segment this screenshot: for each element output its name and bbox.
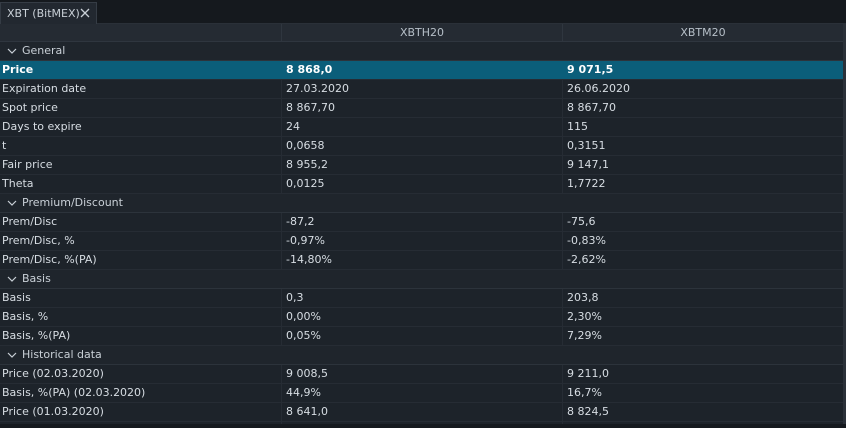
row-label: Prem/Disc, % (2, 234, 75, 247)
table-row[interactable]: Basis, %(PA) (02.03.2020) 44,9% 16,7% (0, 384, 843, 403)
value-xbth20: 44,9% (286, 386, 321, 399)
value-xbth20: 0,0125 (286, 177, 325, 190)
chevron-down-icon[interactable] (7, 350, 17, 360)
table-row[interactable]: Price (01.03.2020) 8 641,0 8 824,5 (0, 403, 843, 422)
column-divider (281, 42, 282, 424)
value-xbtm20: 1,7722 (567, 177, 606, 190)
column-header-xbth20[interactable]: XBTH20 (281, 24, 562, 42)
column-header-xbtm20[interactable]: XBTM20 (562, 24, 843, 42)
table-row[interactable]: Days to expire 24 115 (0, 118, 843, 137)
tab-xbt-bitmex[interactable]: XBT (BitMEX) (0, 2, 97, 24)
group-header[interactable]: General (0, 42, 843, 61)
table-row[interactable]: Expiration date 27.03.2020 26.06.2020 (0, 80, 843, 99)
table-row[interactable]: Price 8 868,0 9 071,5 (0, 61, 843, 80)
value-xbth20: 0,0658 (286, 139, 325, 152)
column-divider (562, 42, 563, 424)
value-xbtm20: 9 071,5 (567, 63, 614, 76)
value-xbtm20: -2,62% (567, 253, 606, 266)
value-xbth20: -87,2 (286, 215, 315, 228)
table-row[interactable]: Fair price 8 955,2 9 147,1 (0, 156, 843, 175)
table-header: XBTH20 XBTM20 (0, 24, 843, 42)
table-row[interactable]: Prem/Disc, % -0,97% -0,83% (0, 232, 843, 251)
table-row[interactable]: Basis, % 0,00% 2,30% (0, 308, 843, 327)
value-xbth20: 8 867,70 (286, 101, 335, 114)
table-row[interactable]: Basis 0,3 203,8 (0, 289, 843, 308)
row-label: Prem/Disc, %(PA) (2, 253, 97, 266)
row-label: Basis, %(PA) (2, 329, 71, 342)
value-xbth20: 24 (286, 120, 300, 133)
value-xbtm20: 203,8 (567, 291, 599, 304)
chevron-down-icon[interactable] (7, 274, 17, 284)
group-title: Premium/Discount (22, 196, 123, 209)
row-label: Basis, % (2, 310, 49, 323)
table-row[interactable]: Prem/Disc -87,2 -75,6 (0, 213, 843, 232)
row-label: Price (2, 63, 34, 76)
row-label: Expiration date (2, 82, 87, 95)
table-row[interactable]: t 0,0658 0,3151 (0, 137, 843, 156)
chevron-down-icon[interactable] (7, 46, 17, 56)
value-xbtm20: 0,3151 (567, 139, 606, 152)
table-row[interactable]: Prem/Disc, %(PA) -14,80% -2,62% (0, 251, 843, 270)
value-xbtm20: 7,29% (567, 329, 602, 342)
table-row[interactable]: Theta 0,0125 1,7722 (0, 175, 843, 194)
value-xbth20: 27.03.2020 (286, 82, 349, 95)
bottom-border (0, 424, 846, 428)
value-xbth20: 8 641,0 (286, 405, 328, 418)
close-icon[interactable] (80, 8, 90, 18)
value-xbtm20: -75,6 (567, 215, 596, 228)
row-label: Price (01.03.2020) (2, 405, 104, 418)
row-label: Prem/Disc (2, 215, 58, 228)
row-label: Basis (2, 291, 31, 304)
value-xbtm20: 8 867,70 (567, 101, 616, 114)
value-xbth20: 0,05% (286, 329, 321, 342)
group-header[interactable]: Premium/Discount (0, 194, 843, 213)
row-label: Price (02.03.2020) (2, 367, 104, 380)
chevron-down-icon[interactable] (7, 198, 17, 208)
table-row[interactable]: Spot price 8 867,70 8 867,70 (0, 99, 843, 118)
value-xbtm20: 9 147,1 (567, 158, 609, 171)
group-title: General (22, 44, 66, 57)
value-xbth20: -14,80% (286, 253, 332, 266)
value-xbtm20: -0,83% (567, 234, 606, 247)
row-label: Days to expire (2, 120, 82, 133)
group-header[interactable]: Historical data (0, 346, 843, 365)
value-xbth20: 0,00% (286, 310, 321, 323)
vertical-scrollbar[interactable] (843, 24, 846, 424)
row-label: t (2, 139, 7, 152)
column-header-label[interactable] (0, 24, 281, 42)
comparison-table: XBTH20 XBTM20 General Price 8 868,0 9 071,5… (0, 24, 843, 424)
value-xbtm20: 2,30% (567, 310, 602, 323)
value-xbtm20: 9 211,0 (567, 367, 609, 380)
value-xbth20: 9 008,5 (286, 367, 328, 380)
value-xbtm20: 16,7% (567, 386, 602, 399)
value-xbtm20: 115 (567, 120, 588, 133)
group-title: Historical data (22, 348, 102, 361)
value-xbth20: -0,97% (286, 234, 325, 247)
group-title: Basis (22, 272, 51, 285)
group-header[interactable]: Basis (0, 270, 843, 289)
value-xbtm20: 8 824,5 (567, 405, 609, 418)
value-xbth20: 8 955,2 (286, 158, 328, 171)
row-label: Basis, %(PA) (02.03.2020) (2, 386, 146, 399)
table-row[interactable]: Price (02.03.2020) 9 008,5 9 211,0 (0, 365, 843, 384)
table-row[interactable]: Basis, %(PA) 0,05% 7,29% (0, 327, 843, 346)
value-xbtm20: 26.06.2020 (567, 82, 630, 95)
tab-bar: XBT (BitMEX) (0, 0, 846, 24)
value-xbth20: 0,3 (286, 291, 304, 304)
row-label: Fair price (2, 158, 53, 171)
row-label: Theta (2, 177, 34, 190)
tab-label: XBT (BitMEX) (7, 7, 80, 20)
row-label: Spot price (2, 101, 58, 114)
value-xbth20: 8 868,0 (286, 63, 333, 76)
